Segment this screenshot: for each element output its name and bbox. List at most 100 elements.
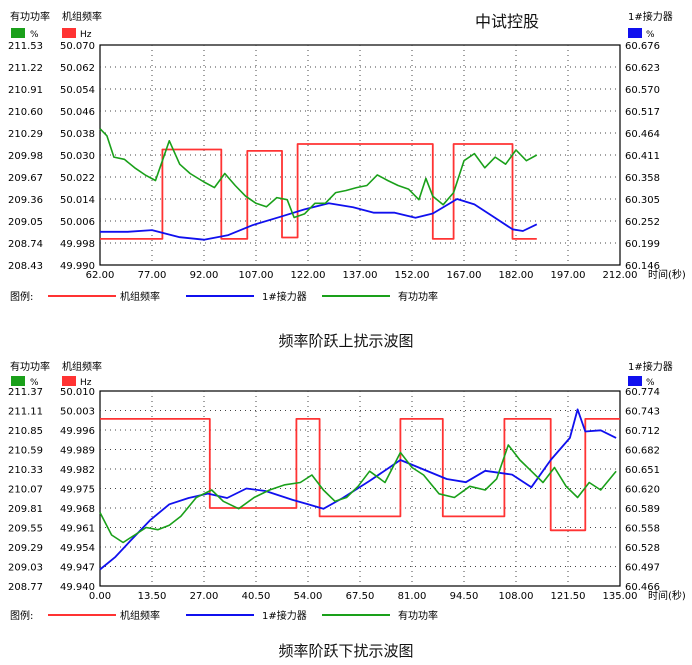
x-tick: 62.00: [86, 270, 115, 281]
y-tick-freq: 49.975: [60, 485, 95, 496]
chart-2-caption: 频率阶跃下扰示波图: [278, 642, 414, 660]
header-freq-unit: Hz: [80, 30, 92, 40]
x-tick: 121.50: [551, 591, 586, 602]
y-tick-servo: 60.517: [625, 107, 660, 118]
y-tick-freq: 49.961: [60, 524, 95, 535]
series-line-active-power: [99, 128, 538, 219]
y-tick-freq: 49.990: [60, 261, 95, 272]
x-tick: 77.00: [138, 270, 167, 281]
y-tick-power: 210.59: [8, 446, 43, 457]
y-tick-freq: 50.030: [60, 151, 95, 162]
y-tick-power: 211.22: [8, 63, 43, 74]
header-power-unit: %: [30, 378, 39, 388]
y-tick-servo: 60.676: [625, 41, 660, 52]
y-tick-freq: 50.006: [60, 217, 95, 228]
y-tick-power: 210.85: [8, 426, 43, 437]
x-tick: 167.00: [447, 270, 482, 281]
x-tick: 212.00: [603, 270, 638, 281]
x-tick: 94.50: [450, 591, 479, 602]
series-line-frequency: [100, 417, 620, 532]
x-tick: 182.00: [499, 270, 534, 281]
y-tick-power: 209.29: [8, 543, 43, 554]
y-tick-power: 208.74: [8, 239, 43, 250]
legend-item-label: 机组频率: [120, 609, 160, 622]
y-tick-freq: 50.062: [60, 63, 95, 74]
y-tick-servo: 60.497: [625, 563, 660, 574]
y-tick-servo: 60.146: [625, 261, 660, 272]
watermark-text: 中试控股: [475, 12, 540, 31]
y-tick-servo: 60.558: [625, 524, 660, 535]
header-freq-unit: Hz: [80, 378, 92, 388]
y-tick-power: 209.67: [8, 173, 43, 184]
legend-item-label: 有功功率: [398, 609, 438, 622]
y-tick-freq: 50.038: [60, 129, 95, 140]
x-tick: 67.50: [346, 591, 375, 602]
x-axis-label: 时间(秒): [648, 268, 686, 281]
y-tick-power: 208.77: [8, 582, 43, 593]
x-tick: 92.00: [190, 270, 219, 281]
legend-title: 图例:: [10, 290, 33, 303]
header-freq-label: 机组频率: [62, 10, 102, 23]
y-tick-servo: 60.199: [625, 239, 660, 250]
y-tick-freq: 49.968: [60, 504, 95, 515]
y-tick-servo: 60.620: [625, 485, 660, 496]
y-tick-freq: 50.054: [60, 85, 95, 96]
y-tick-power: 209.81: [8, 504, 43, 515]
y-tick-freq: 49.998: [60, 239, 95, 250]
y-tick-servo: 60.528: [625, 543, 660, 554]
x-tick: 122.00: [291, 270, 326, 281]
y-tick-power: 209.03: [8, 563, 43, 574]
x-tick: 108.00: [499, 591, 534, 602]
y-tick-power: 209.98: [8, 151, 43, 162]
series-line-servomotor: [99, 408, 617, 571]
x-tick: 54.00: [294, 591, 323, 602]
y-tick-freq: 49.954: [60, 543, 95, 554]
series-line-servomotor: [100, 198, 538, 241]
header-power-label: 有功功率: [10, 10, 50, 23]
x-tick: 40.50: [242, 591, 271, 602]
y-tick-servo: 60.252: [625, 217, 660, 228]
y-tick-power: 210.07: [8, 485, 43, 496]
y-tick-power: 210.33: [8, 465, 43, 476]
swatch-power: [11, 376, 25, 386]
x-tick: 27.00: [190, 591, 219, 602]
y-tick-servo: 60.570: [625, 85, 660, 96]
y-tick-freq: 50.022: [60, 173, 95, 184]
y-tick-freq: 49.989: [60, 446, 95, 457]
y-tick-servo: 60.712: [625, 426, 660, 437]
header-power-label: 有功功率: [10, 360, 50, 373]
swatch-freq: [62, 376, 76, 386]
y-tick-servo: 60.589: [625, 504, 660, 515]
y-tick-servo: 60.411: [625, 151, 660, 162]
y-tick-freq: 50.010: [60, 387, 95, 398]
x-tick: 197.00: [551, 270, 586, 281]
y-tick-power: 209.55: [8, 524, 43, 535]
y-tick-freq: 49.982: [60, 465, 95, 476]
x-tick: 13.50: [138, 591, 167, 602]
y-tick-servo: 60.305: [625, 195, 660, 206]
y-tick-power: 210.29: [8, 129, 43, 140]
legend-item-label: 1#接力器: [262, 290, 307, 303]
y-tick-servo: 60.743: [625, 407, 660, 418]
y-tick-servo: 60.464: [625, 129, 660, 140]
swatch-servo: [628, 28, 642, 38]
swatch-freq: [62, 28, 76, 38]
x-tick: 135.00: [603, 591, 638, 602]
y-tick-power: 209.05: [8, 217, 43, 228]
swatch-power: [11, 28, 25, 38]
header-servo-label: 1#接力器: [628, 10, 673, 23]
y-tick-servo: 60.651: [625, 465, 660, 476]
y-tick-power: 210.60: [8, 107, 43, 118]
y-tick-freq: 50.046: [60, 107, 95, 118]
series-line-active-power: [99, 444, 617, 544]
x-axis-label: 时间(秒): [648, 589, 686, 602]
y-tick-power: 211.11: [8, 407, 43, 418]
header-servo-label: 1#接力器: [628, 360, 673, 373]
chart-1-caption: 频率阶跃上扰示波图: [278, 332, 414, 350]
y-tick-power: 208.43: [8, 261, 43, 272]
y-tick-freq: 49.996: [60, 426, 95, 437]
y-tick-servo: 60.682: [625, 446, 660, 457]
y-tick-freq: 50.014: [60, 195, 95, 206]
legend-title: 图例:: [10, 609, 33, 622]
